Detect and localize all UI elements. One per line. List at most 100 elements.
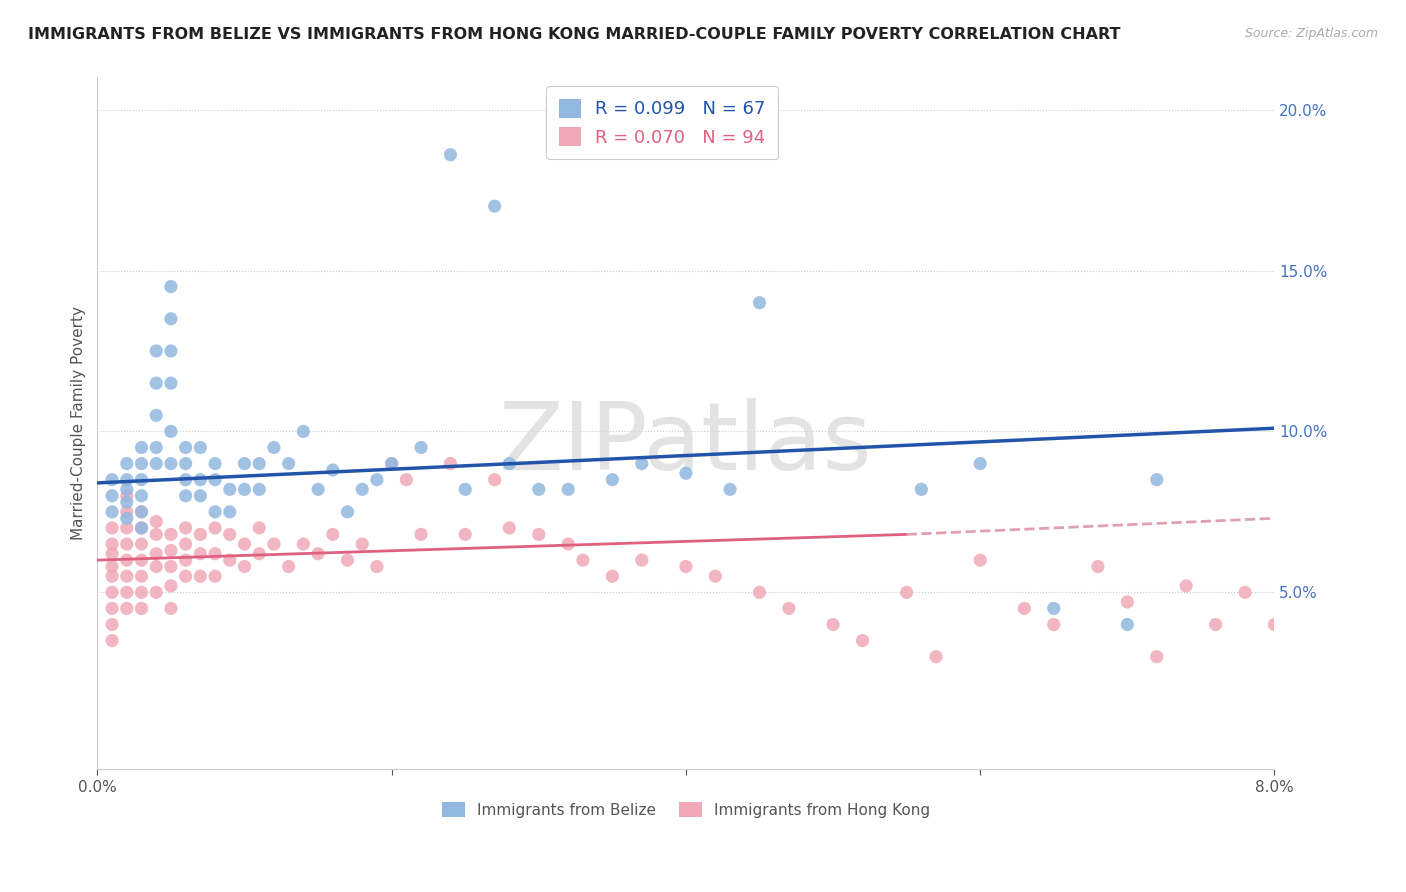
Point: [204, 505, 226, 519]
Point: [1205, 617, 1227, 632]
Point: [409, 441, 432, 455]
Point: [409, 527, 432, 541]
Point: [263, 537, 285, 551]
Point: [1042, 617, 1064, 632]
Point: [101, 617, 124, 632]
Point: [131, 521, 153, 535]
Point: [484, 473, 506, 487]
Point: [395, 473, 418, 487]
Point: [233, 483, 256, 497]
Point: [557, 483, 579, 497]
Point: [188, 547, 211, 561]
Point: [131, 441, 153, 455]
Point: [145, 457, 167, 471]
Point: [101, 585, 124, 599]
Point: [145, 515, 167, 529]
Point: [115, 553, 138, 567]
Point: [247, 457, 270, 471]
Point: [160, 579, 183, 593]
Point: [527, 483, 550, 497]
Point: [218, 505, 240, 519]
Point: [160, 559, 183, 574]
Point: [484, 199, 506, 213]
Point: [115, 585, 138, 599]
Point: [233, 457, 256, 471]
Point: [131, 569, 153, 583]
Point: [145, 585, 167, 599]
Point: [247, 547, 270, 561]
Point: [174, 489, 197, 503]
Point: [174, 569, 197, 583]
Point: [277, 457, 299, 471]
Point: [1322, 601, 1344, 615]
Point: [218, 553, 240, 567]
Point: [1042, 601, 1064, 615]
Point: [1014, 601, 1036, 615]
Point: [336, 553, 359, 567]
Point: [381, 457, 404, 471]
Point: [233, 559, 256, 574]
Point: [322, 527, 344, 541]
Point: [174, 521, 197, 535]
Point: [1146, 649, 1168, 664]
Point: [630, 457, 652, 471]
Point: [204, 457, 226, 471]
Point: [439, 147, 461, 161]
Point: [115, 521, 138, 535]
Point: [160, 376, 183, 391]
Point: [748, 295, 770, 310]
Point: [115, 457, 138, 471]
Point: [115, 473, 138, 487]
Point: [115, 511, 138, 525]
Point: [145, 527, 167, 541]
Point: [277, 559, 299, 574]
Point: [602, 569, 624, 583]
Point: [1087, 559, 1109, 574]
Point: [160, 457, 183, 471]
Point: [101, 505, 124, 519]
Point: [366, 559, 388, 574]
Point: [101, 489, 124, 503]
Point: [1116, 595, 1139, 609]
Point: [174, 457, 197, 471]
Point: [131, 505, 153, 519]
Point: [630, 553, 652, 567]
Point: [160, 343, 183, 358]
Point: [131, 585, 153, 599]
Point: [115, 489, 138, 503]
Point: [454, 483, 477, 497]
Point: [131, 505, 153, 519]
Legend: Immigrants from Belize, Immigrants from Hong Kong: Immigrants from Belize, Immigrants from …: [436, 796, 936, 824]
Point: [145, 547, 167, 561]
Point: [115, 601, 138, 615]
Point: [204, 547, 226, 561]
Point: [322, 463, 344, 477]
Point: [823, 617, 845, 632]
Point: [498, 457, 520, 471]
Point: [145, 376, 167, 391]
Point: [307, 547, 329, 561]
Point: [145, 343, 167, 358]
Point: [675, 559, 697, 574]
Point: [218, 527, 240, 541]
Point: [174, 473, 197, 487]
Point: [101, 601, 124, 615]
Point: [263, 441, 285, 455]
Point: [131, 601, 153, 615]
Point: [602, 473, 624, 487]
Y-axis label: Married-Couple Family Poverty: Married-Couple Family Poverty: [72, 306, 86, 541]
Point: [718, 483, 741, 497]
Point: [1292, 633, 1315, 648]
Point: [115, 505, 138, 519]
Point: [1146, 473, 1168, 487]
Point: [101, 559, 124, 574]
Point: [115, 569, 138, 583]
Point: [131, 521, 153, 535]
Point: [188, 473, 211, 487]
Point: [1351, 617, 1374, 632]
Point: [101, 569, 124, 583]
Point: [352, 483, 374, 497]
Point: [218, 483, 240, 497]
Point: [675, 467, 697, 481]
Point: [145, 441, 167, 455]
